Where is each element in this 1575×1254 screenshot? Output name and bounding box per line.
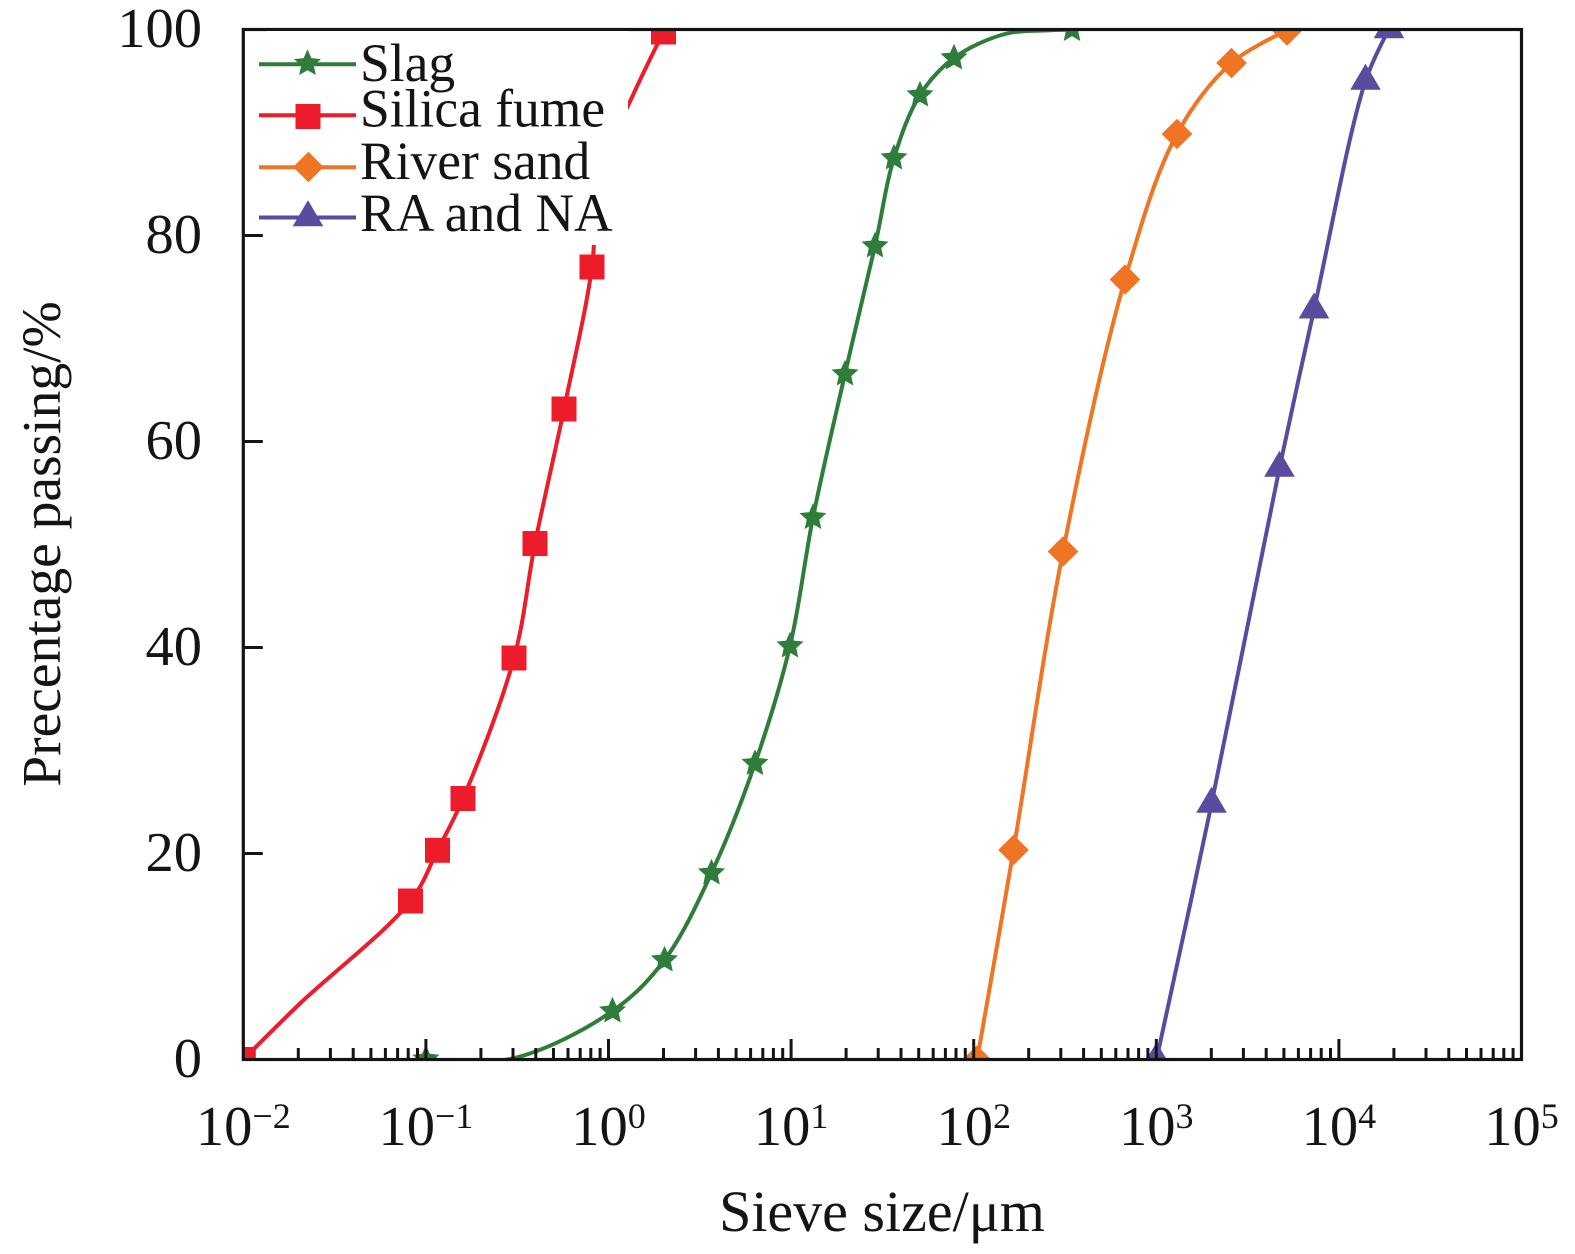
svg-text:80: 80 bbox=[146, 204, 203, 266]
svg-text:Slag: Slag bbox=[360, 33, 455, 93]
svg-text:102: 102 bbox=[936, 1096, 1010, 1158]
svg-text:100: 100 bbox=[117, 0, 202, 60]
svg-text:RA and NA: RA and NA bbox=[360, 183, 613, 243]
svg-text:105: 105 bbox=[1484, 1096, 1559, 1158]
svg-text:40: 40 bbox=[146, 616, 203, 678]
svg-text:60: 60 bbox=[146, 410, 203, 472]
svg-text:Sieve size/μm: Sieve size/μm bbox=[719, 1179, 1045, 1244]
svg-text:Precentage passing/%: Precentage passing/% bbox=[12, 301, 73, 786]
svg-text:River sand: River sand bbox=[360, 131, 591, 191]
svg-text:Silica fume: Silica fume bbox=[360, 79, 605, 139]
svg-text:20: 20 bbox=[146, 822, 203, 884]
svg-text:0: 0 bbox=[174, 1028, 202, 1090]
svg-text:10−1: 10−1 bbox=[378, 1096, 473, 1158]
